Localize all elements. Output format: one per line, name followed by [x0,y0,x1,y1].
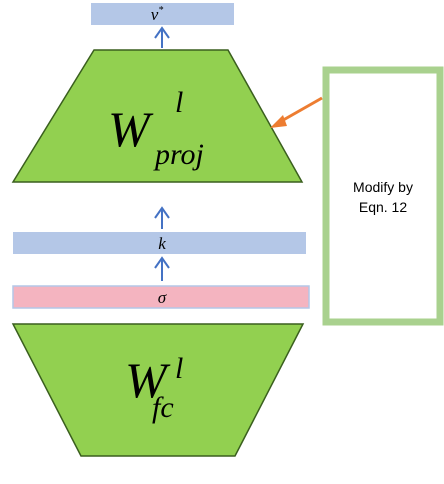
note-box [322,66,444,326]
key-vector-bar [13,232,306,254]
fc-weight-subscript: fc [152,391,174,424]
arrow-proj-to-output-head [154,26,170,39]
fc-weight-block [11,323,305,457]
key-vector-label: k [158,234,166,253]
projection-weight-symbol: W [108,101,154,157]
note-pointer-arrowhead [270,115,287,128]
activation-label: σ [158,288,167,307]
projection-weight-block [11,49,304,183]
arrow-sigma-to-key-head [154,256,170,269]
output-vector-label: v* [151,5,164,24]
fc-weight-superscript: l [175,352,183,385]
projection-weight-superscript: l [175,86,183,119]
arrow-key-to-proj-head [154,206,170,219]
output-vector-bar [91,3,234,25]
note-line-2: Eqn. 12 [359,199,407,215]
projection-weight-subscript: proj [153,138,204,171]
activation-bar [12,285,310,309]
note-pointer-arrow [277,96,323,125]
note-line-1: Modify by [353,179,413,195]
fc-weight-symbol: W [125,352,171,408]
